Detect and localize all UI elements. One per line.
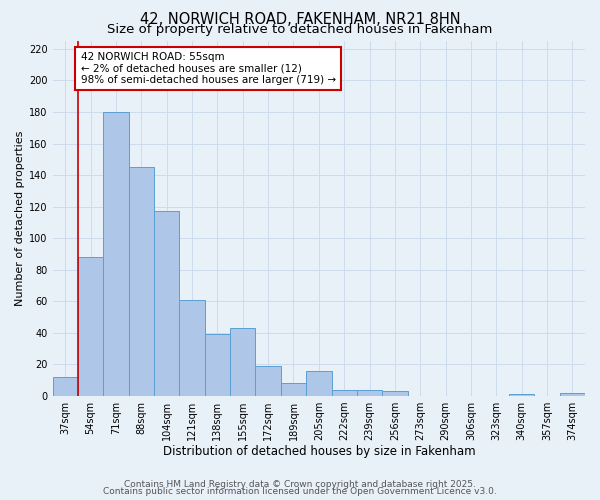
Bar <box>179 300 205 396</box>
Bar <box>332 390 357 396</box>
Bar <box>154 212 179 396</box>
Text: Contains public sector information licensed under the Open Government Licence v3: Contains public sector information licen… <box>103 488 497 496</box>
Text: Size of property relative to detached houses in Fakenham: Size of property relative to detached ho… <box>107 24 493 36</box>
Bar <box>281 384 306 396</box>
Bar <box>205 334 230 396</box>
Bar <box>357 390 382 396</box>
Bar <box>53 377 78 396</box>
Text: Contains HM Land Registry data © Crown copyright and database right 2025.: Contains HM Land Registry data © Crown c… <box>124 480 476 489</box>
Text: 42 NORWICH ROAD: 55sqm
← 2% of detached houses are smaller (12)
98% of semi-deta: 42 NORWICH ROAD: 55sqm ← 2% of detached … <box>80 52 335 85</box>
Bar <box>129 167 154 396</box>
Bar <box>382 391 407 396</box>
Bar <box>256 366 281 396</box>
Bar <box>230 328 256 396</box>
X-axis label: Distribution of detached houses by size in Fakenham: Distribution of detached houses by size … <box>163 444 475 458</box>
Text: 42, NORWICH ROAD, FAKENHAM, NR21 8HN: 42, NORWICH ROAD, FAKENHAM, NR21 8HN <box>140 12 460 28</box>
Bar <box>560 393 585 396</box>
Y-axis label: Number of detached properties: Number of detached properties <box>15 131 25 306</box>
Bar <box>78 257 103 396</box>
Bar <box>509 394 535 396</box>
Bar <box>103 112 129 396</box>
Bar <box>306 370 332 396</box>
